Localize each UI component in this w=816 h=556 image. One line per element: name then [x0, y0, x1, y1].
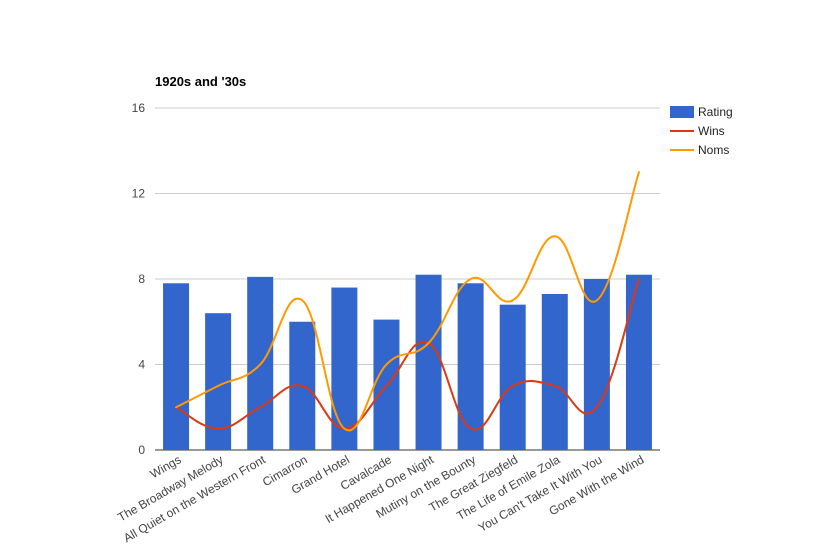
chart-title: 1920s and '30s — [155, 74, 246, 89]
line-series — [175, 171, 640, 432]
y-tick-label: 0 — [138, 443, 145, 457]
legend: Rating Wins Noms — [670, 105, 733, 157]
legend-label: Wins — [698, 124, 725, 138]
legend-item-noms: Noms — [670, 143, 729, 157]
legend-item-wins: Wins — [670, 124, 725, 138]
bar-rating — [457, 283, 484, 450]
y-tick-label: 4 — [138, 358, 145, 372]
y-axis-tick-labels: 0 4 8 12 16 — [132, 101, 146, 457]
legend-label: Noms — [698, 143, 729, 157]
legend-swatch — [670, 106, 694, 118]
legend-item-rating: Rating — [670, 105, 733, 119]
bar-rating — [163, 283, 190, 450]
bar-rating — [499, 304, 526, 450]
bar-rating — [583, 279, 610, 450]
grid-lines — [155, 107, 660, 451]
bar-rating — [331, 287, 358, 450]
bar-rating — [625, 274, 652, 450]
line-noms — [175, 171, 640, 432]
y-tick-label: 8 — [138, 272, 145, 286]
y-tick-label: 16 — [132, 101, 146, 115]
bar-rating — [541, 293, 568, 450]
y-tick-label: 12 — [132, 187, 146, 201]
bar-rating — [415, 274, 442, 450]
legend-label: Rating — [698, 105, 733, 119]
